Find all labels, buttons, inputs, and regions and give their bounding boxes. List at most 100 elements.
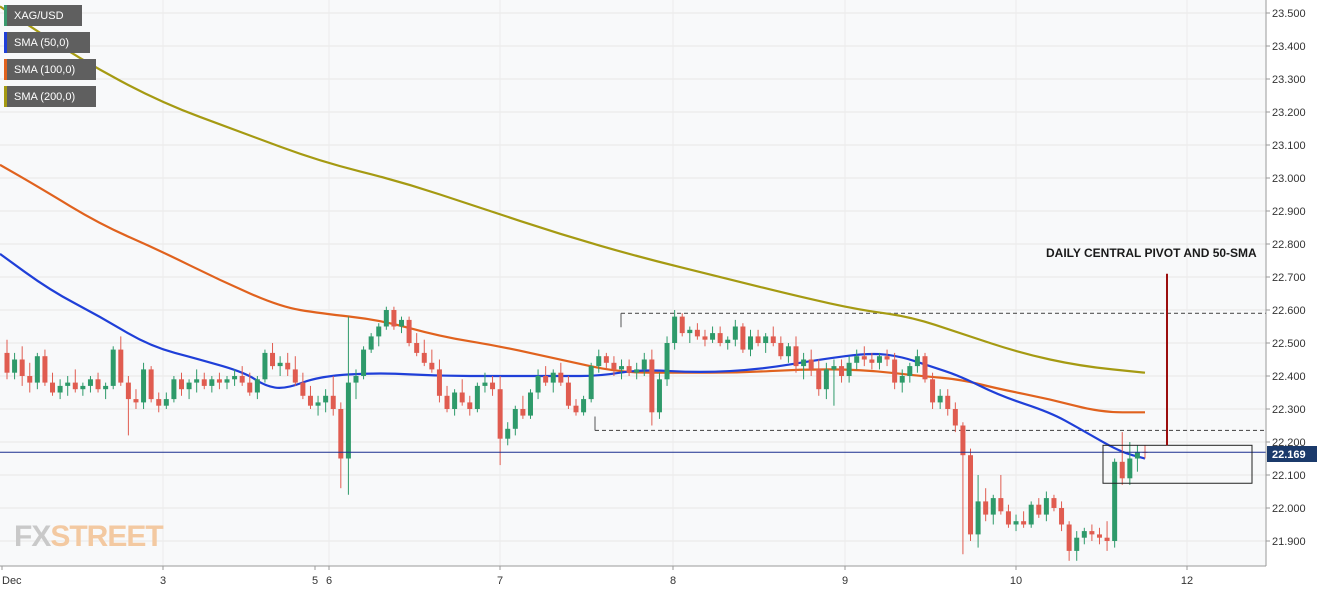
candle-body xyxy=(1021,521,1027,525)
candle xyxy=(1028,501,1034,528)
sma50-line xyxy=(0,253,1146,460)
candle xyxy=(414,333,420,357)
candle-body xyxy=(588,366,594,400)
candle-body xyxy=(854,356,860,363)
candle-body xyxy=(785,346,791,357)
candle xyxy=(1005,504,1011,528)
candle-body xyxy=(368,336,374,350)
candle-body xyxy=(12,359,18,373)
candle xyxy=(611,356,617,376)
sma100-line xyxy=(0,163,1145,414)
candle xyxy=(656,372,662,419)
candle xyxy=(270,343,276,370)
candle-body xyxy=(1036,504,1042,515)
candle xyxy=(444,385,450,413)
candle-body xyxy=(672,316,678,343)
candle xyxy=(952,402,958,433)
candle xyxy=(110,346,116,390)
legend-symbol[interactable]: XAG/USD xyxy=(4,5,82,26)
x-axis: Dec 3 5 6 7 8 9 10 12 xyxy=(1,566,1193,587)
candle-body xyxy=(641,359,647,370)
y-tick-label: 22.300 xyxy=(1272,404,1306,416)
candle xyxy=(664,336,670,386)
candle xyxy=(323,389,329,413)
legend-sma100[interactable]: SMA (100,0) xyxy=(4,59,96,80)
candle xyxy=(907,362,913,383)
candle-body xyxy=(581,399,587,413)
candle-body xyxy=(664,343,670,380)
candle xyxy=(679,313,685,337)
symbol-swatch xyxy=(4,5,7,26)
candle-body xyxy=(710,333,716,340)
candle-body xyxy=(103,385,109,390)
candle xyxy=(186,379,192,400)
candle xyxy=(717,326,723,347)
candle-body xyxy=(717,333,723,343)
candle-body xyxy=(1059,508,1065,525)
candle-body xyxy=(95,379,101,390)
candle-body xyxy=(133,399,139,403)
candle-body xyxy=(816,369,822,390)
candle-body xyxy=(831,366,837,370)
candle xyxy=(839,359,845,383)
candle-body xyxy=(861,356,867,360)
candle xyxy=(535,369,541,400)
candle-body xyxy=(1119,461,1125,479)
y-tick-label: 23.500 xyxy=(1272,8,1306,20)
candle-body xyxy=(1043,498,1049,515)
legend-sma200[interactable]: SMA (200,0) xyxy=(4,86,96,107)
moving-averages xyxy=(0,5,1146,460)
candle-body xyxy=(414,343,420,353)
candle-body xyxy=(626,366,632,373)
candle xyxy=(474,382,480,413)
candle-body xyxy=(110,349,116,386)
candle-body xyxy=(535,376,541,393)
candle xyxy=(103,382,109,400)
candle-body xyxy=(839,366,845,376)
candle-body xyxy=(801,359,807,367)
candle-body xyxy=(747,336,753,350)
legend-sma50[interactable]: SMA (50,0) xyxy=(4,32,90,53)
candle-body xyxy=(907,366,913,376)
candle xyxy=(930,372,936,409)
candle-body xyxy=(793,346,799,367)
candle xyxy=(816,359,822,396)
candle-body xyxy=(1127,458,1133,479)
candle xyxy=(4,339,10,380)
candle-body xyxy=(998,498,1004,512)
candle xyxy=(125,376,131,436)
candle xyxy=(27,362,33,393)
candle-body xyxy=(968,455,974,535)
grid-lines xyxy=(0,0,1266,566)
candle-body xyxy=(808,359,814,370)
candle xyxy=(148,366,154,403)
candle xyxy=(565,376,571,409)
candle xyxy=(247,372,253,396)
candle-body xyxy=(239,376,245,383)
candle-body xyxy=(353,376,359,383)
candle xyxy=(990,494,996,525)
candle xyxy=(254,376,260,400)
sma50-swatch xyxy=(4,32,7,53)
candle-body xyxy=(300,382,306,396)
x-tick-label: 9 xyxy=(842,575,848,587)
candle-body xyxy=(975,501,981,535)
annotation-label: DAILY CENTRAL PIVOT AND 50-SMA xyxy=(1046,246,1257,260)
y-tick-label: 22.600 xyxy=(1272,305,1306,317)
candle-body xyxy=(262,352,268,380)
x-tick-label: Dec xyxy=(2,575,22,587)
candle-body xyxy=(960,425,966,456)
candle-body xyxy=(452,392,458,409)
candle xyxy=(383,306,389,330)
y-tick-label: 23.300 xyxy=(1272,74,1306,86)
candle xyxy=(452,389,458,416)
candle-body xyxy=(391,310,397,327)
candle-body xyxy=(687,329,693,334)
candle xyxy=(436,359,442,403)
candle xyxy=(770,326,776,347)
candle xyxy=(975,475,981,548)
candle-body xyxy=(232,376,238,380)
candle-body xyxy=(611,362,617,370)
